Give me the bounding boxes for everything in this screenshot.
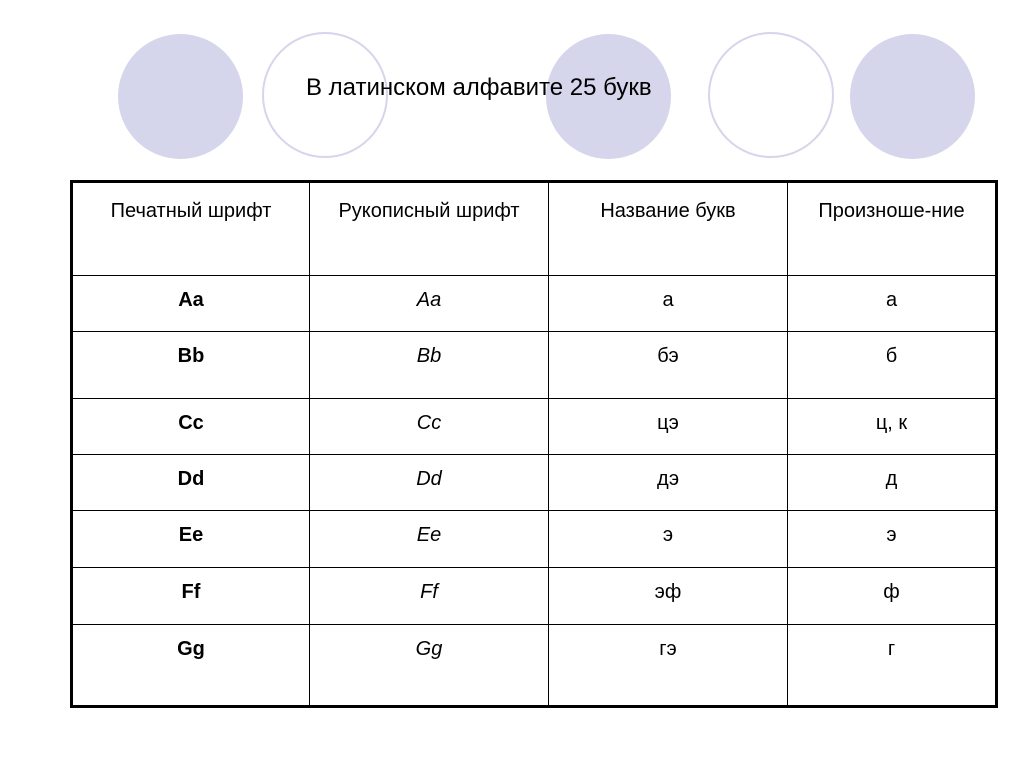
cell-printed: Ff — [71, 567, 310, 625]
alphabet-table: Печатный шрифт Рукописный шрифт Название… — [70, 180, 998, 708]
cell-name: цэ — [548, 398, 788, 455]
cell-handwritten: Bb — [309, 331, 549, 399]
decorative-circle — [118, 34, 243, 159]
header-name: Название букв — [548, 181, 788, 276]
cell-name: эф — [548, 567, 788, 625]
decorative-circle — [546, 34, 671, 159]
cell-handwritten: Aa — [309, 275, 549, 332]
decorative-circle — [708, 32, 834, 158]
cell-printed: Cc — [71, 398, 310, 455]
decorative-circle — [262, 32, 388, 158]
header-pronunciation: Произноше-ние — [787, 181, 997, 276]
table-row: Ff Ff эф ф — [71, 567, 997, 625]
table-row: Dd Dd дэ д — [71, 454, 997, 511]
cell-pronunciation: э — [787, 510, 997, 568]
table-row: Bb Bb бэ б — [71, 331, 997, 399]
cell-printed: Dd — [71, 454, 310, 511]
cell-pronunciation: д — [787, 454, 997, 511]
cell-printed: Aa — [71, 275, 310, 332]
cell-pronunciation: г — [787, 624, 997, 707]
cell-printed: Bb — [71, 331, 310, 399]
cell-name: а — [548, 275, 788, 332]
cell-handwritten: Dd — [309, 454, 549, 511]
header-printed: Печатный шрифт — [71, 181, 310, 276]
cell-pronunciation: ф — [787, 567, 997, 625]
table-header-row: Печатный шрифт Рукописный шрифт Название… — [71, 181, 997, 276]
cell-name: дэ — [548, 454, 788, 511]
table-row: Aa Aa а а — [71, 275, 997, 332]
table-row: Cc Cc цэ ц, к — [71, 398, 997, 455]
cell-pronunciation: б — [787, 331, 997, 399]
cell-printed: Gg — [71, 624, 310, 707]
cell-name: гэ — [548, 624, 788, 707]
decorative-circle — [850, 34, 975, 159]
slide-title: В латинском алфавите 25 букв — [306, 74, 652, 101]
table-row: Ee Ee э э — [71, 510, 997, 568]
cell-printed: Ee — [71, 510, 310, 568]
cell-name: э — [548, 510, 788, 568]
table-row: Gg Gg гэ г — [71, 624, 997, 707]
cell-name: бэ — [548, 331, 788, 399]
cell-pronunciation: а — [787, 275, 997, 332]
cell-pronunciation: ц, к — [787, 398, 997, 455]
cell-handwritten: Gg — [309, 624, 549, 707]
cell-handwritten: Cc — [309, 398, 549, 455]
header-handwritten: Рукописный шрифт — [309, 181, 549, 276]
cell-handwritten: Ff — [309, 567, 549, 625]
cell-handwritten: Ee — [309, 510, 549, 568]
